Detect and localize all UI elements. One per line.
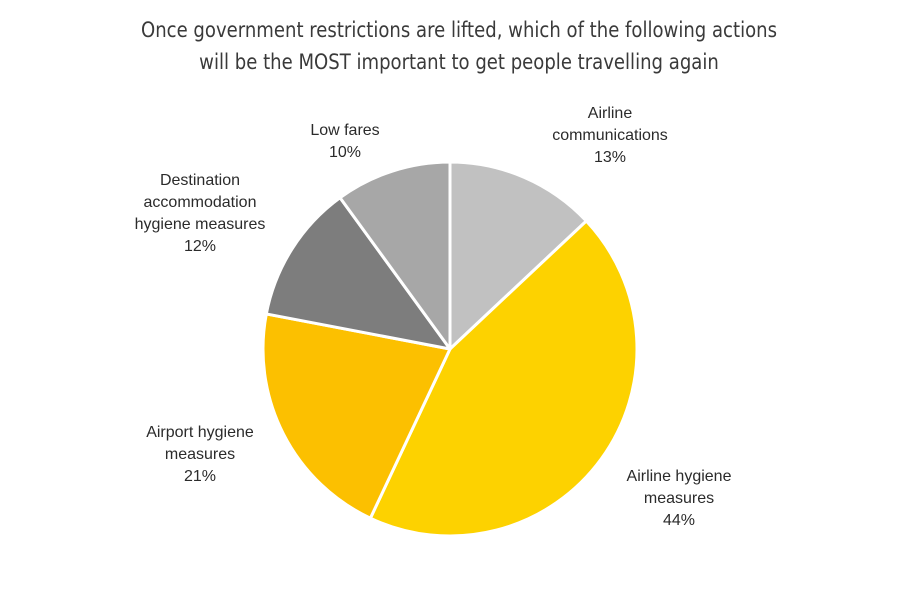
slice-label-low-fares: Low fares 10% — [270, 120, 420, 164]
chart-title: Once government restrictions are lifted,… — [64, 14, 853, 78]
slice-value-destination-accommodation-hygiene-measures: 12% — [183, 238, 217, 255]
slice-label-airline-hygiene-measures: Airline hygiene measures 44% — [589, 466, 769, 532]
slice-value-airport-hygiene-measures: 21% — [183, 468, 217, 485]
slice-label-airport-hygiene-measures: Airport hygiene measures 21% — [110, 422, 290, 488]
slice-value-airline-hygiene-measures: 44% — [662, 512, 696, 529]
slice-label-airport-hygiene-measures-line-1: Airport hygiene — [146, 424, 254, 441]
chart-title-line-2: will be the MOST important to get people… — [199, 50, 719, 74]
slice-label-airline-communications: Airline communications 13% — [520, 103, 700, 169]
slice-label-destination-line-2: accommodation — [143, 194, 257, 211]
slice-label-airport-hygiene-measures-line-2: measures — [164, 446, 236, 463]
pie-slice-airline-hygiene-measures — [368, 219, 639, 538]
slice-label-airline-communications-line-2: communications — [552, 127, 668, 144]
slice-label-airline-communications-line-1: Airline — [587, 105, 633, 122]
slice-value-airline-communications: 13% — [593, 149, 627, 166]
slice-value-low-fares: 10% — [328, 144, 362, 161]
slice-label-destination-accommodation-hygiene-measures: Destination accommodation hygiene measur… — [110, 170, 290, 258]
pie-slice-airline-communications — [448, 160, 588, 351]
pie-slice-low-fares — [338, 160, 452, 351]
slice-label-low-fares-line-1: Low fares — [310, 122, 380, 139]
chart-title-line-1: Once government restrictions are lifted,… — [140, 18, 777, 42]
slice-label-airline-hygiene-measures-line-1: Airline hygiene — [626, 468, 732, 485]
slice-label-airline-hygiene-measures-line-2: measures — [643, 490, 715, 507]
slice-label-destination-line-1: Destination — [159, 172, 241, 189]
slice-label-destination-line-3: hygiene measures — [134, 216, 266, 233]
pie-slice-destination-accommodation-hygiene-measures — [264, 196, 452, 351]
pie-slice-airport-hygiene-measures — [261, 312, 452, 520]
